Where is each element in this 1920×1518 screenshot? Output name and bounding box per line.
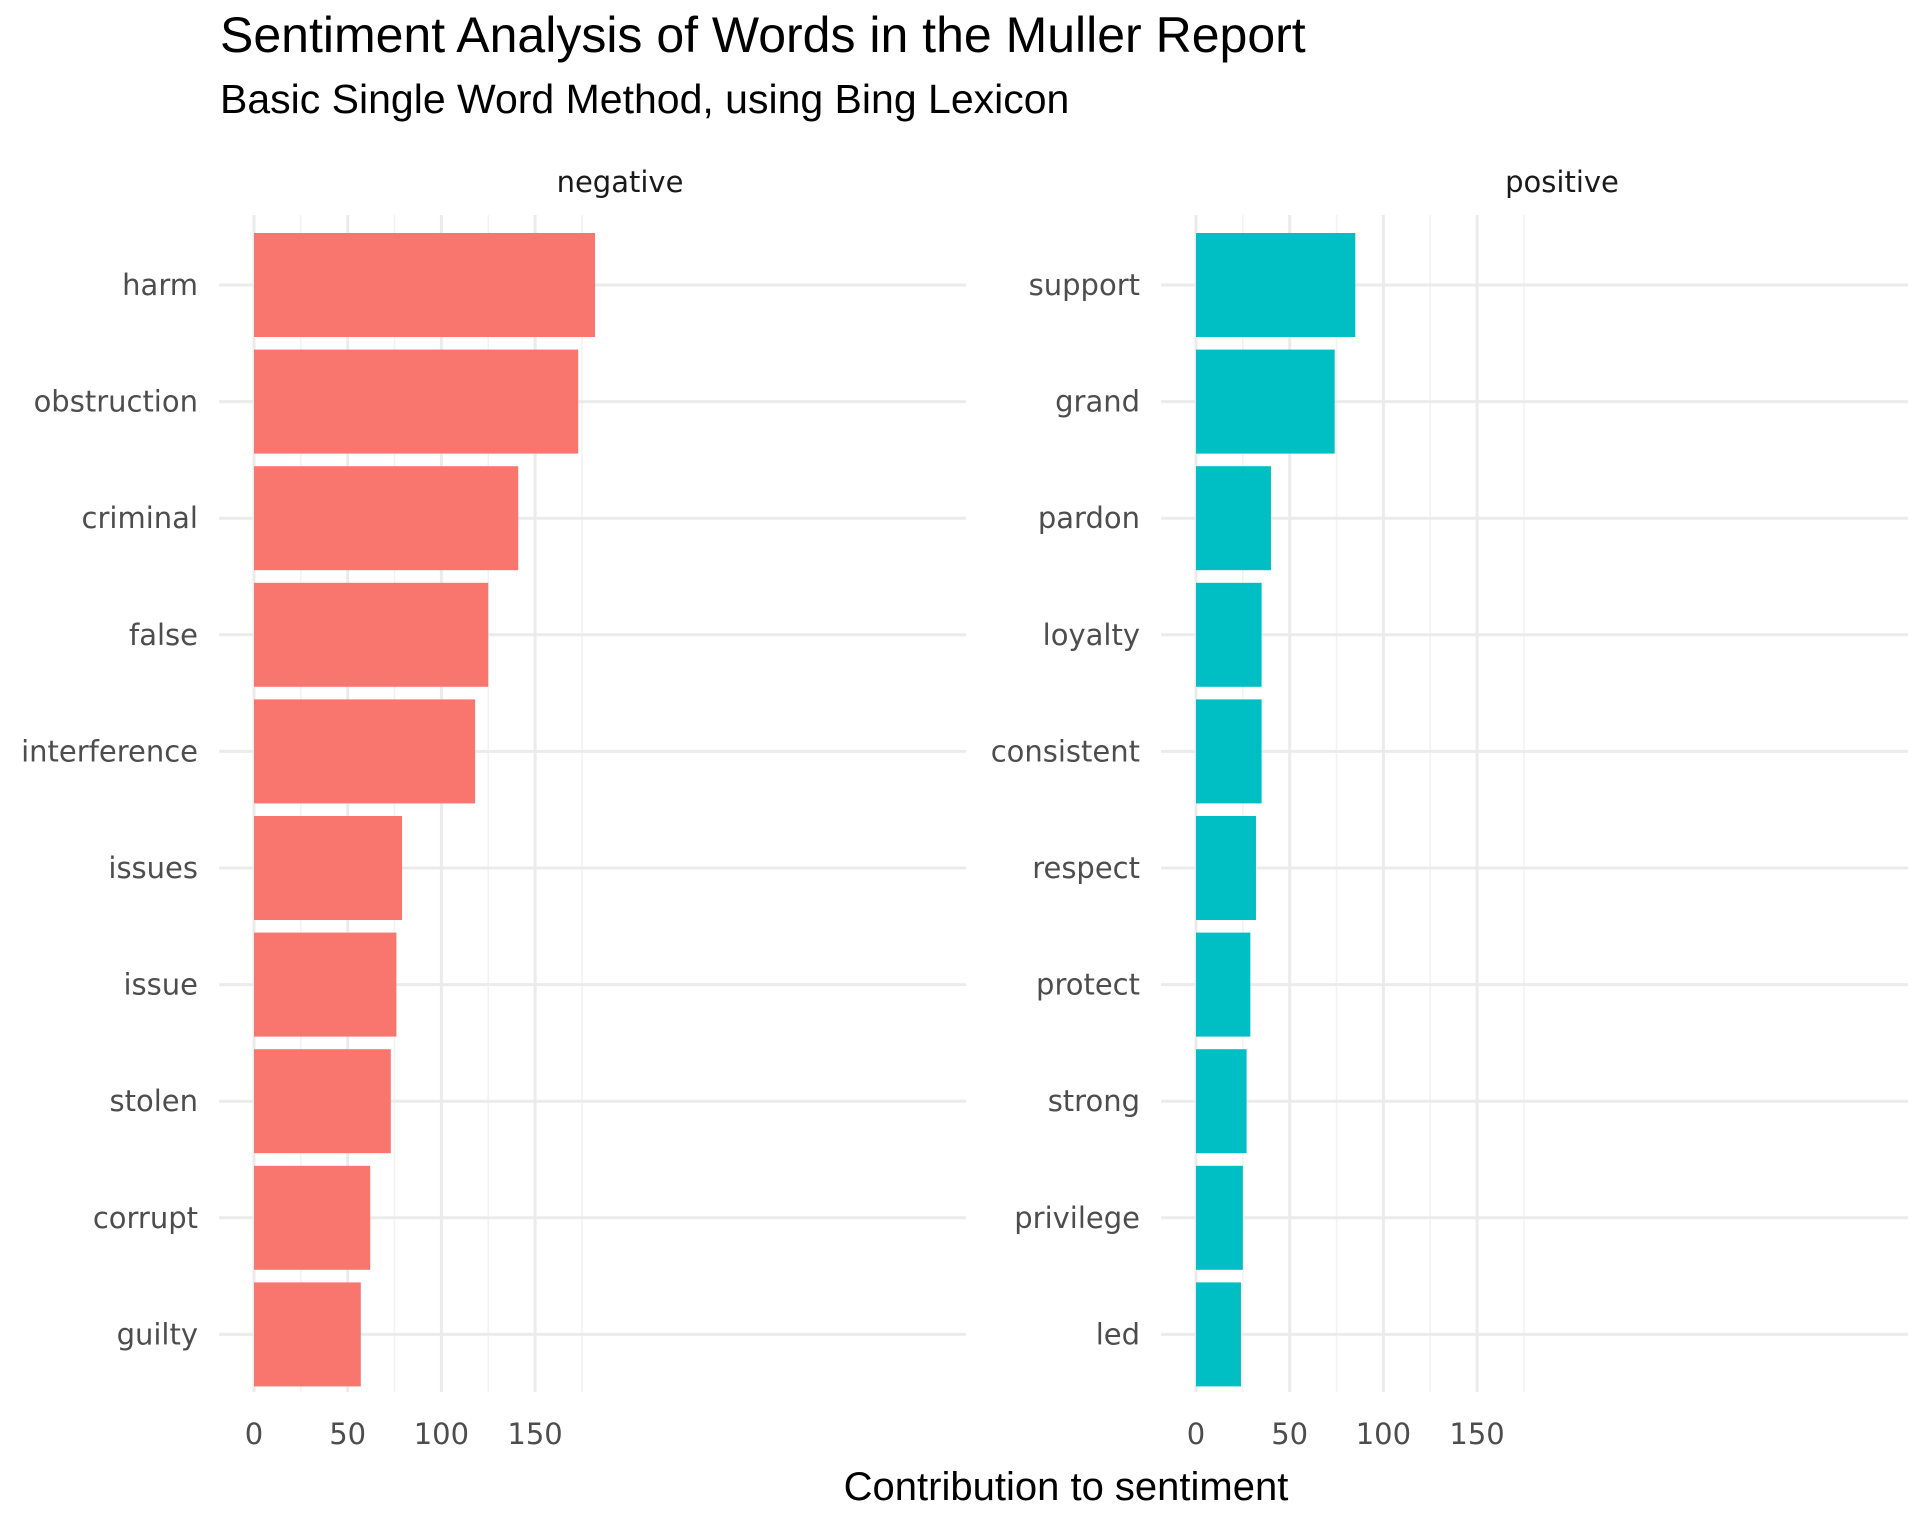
x-tick-label: 0 xyxy=(1187,1417,1205,1451)
bar-obstruction xyxy=(254,350,578,454)
x-tick-label: 50 xyxy=(1271,1417,1308,1451)
bar-issues xyxy=(254,816,402,920)
panel-positive: positive support grand pardon loyalty consist… xyxy=(991,165,1908,1451)
facet-label-negative: negative xyxy=(557,165,684,199)
bar-led xyxy=(1196,1282,1241,1386)
category-label-issue: issue xyxy=(124,968,199,1002)
bar-interference xyxy=(254,699,475,803)
category-label-support: support xyxy=(1029,268,1140,302)
bar-protect xyxy=(1196,933,1250,1037)
category-label-guilty: guilty xyxy=(117,1317,198,1351)
x-tick-label: 0 xyxy=(245,1417,263,1451)
category-label-privilege: privilege xyxy=(1014,1201,1140,1235)
category-label-corrupt: corrupt xyxy=(93,1201,198,1235)
x-tick-label: 100 xyxy=(1356,1417,1411,1451)
facet-label-positive: positive xyxy=(1505,165,1619,199)
category-label-pardon: pardon xyxy=(1038,501,1140,535)
category-label-respect: respect xyxy=(1032,851,1140,885)
bar-false xyxy=(254,583,488,687)
panel-negative: negative harm obstruction criminal false inte… xyxy=(21,165,966,1451)
category-label-loyalty: loyalty xyxy=(1043,618,1140,652)
bar-respect xyxy=(1196,816,1256,920)
x-tick-label: 100 xyxy=(414,1417,469,1451)
category-label-grand: grand xyxy=(1055,385,1140,419)
x-tick-label: 150 xyxy=(507,1417,562,1451)
category-label-issues: issues xyxy=(108,851,198,885)
category-label-interference: interference xyxy=(21,734,198,768)
bar-stolen xyxy=(254,1049,391,1153)
category-label-strong: strong xyxy=(1048,1084,1140,1118)
category-label-obstruction: obstruction xyxy=(34,385,198,419)
bar-privilege xyxy=(1196,1166,1243,1270)
x-tick-label: 150 xyxy=(1449,1417,1504,1451)
bar-harm xyxy=(254,233,595,337)
category-label-stolen: stolen xyxy=(109,1084,198,1118)
category-label-led: led xyxy=(1096,1317,1140,1351)
category-label-false: false xyxy=(129,618,198,652)
bar-pardon xyxy=(1196,466,1271,570)
bar-guilty xyxy=(254,1282,361,1386)
category-label-harm: harm xyxy=(122,268,198,302)
bar-strong xyxy=(1196,1049,1247,1153)
x-tick-label: 50 xyxy=(329,1417,366,1451)
bar-issue xyxy=(254,933,396,1037)
category-label-protect: protect xyxy=(1036,968,1140,1002)
bar-consistent xyxy=(1196,699,1262,803)
bar-corrupt xyxy=(254,1166,370,1270)
x-axis-title: Contribution to sentiment xyxy=(844,1465,1289,1509)
category-label-criminal: criminal xyxy=(82,501,198,535)
bar-loyalty xyxy=(1196,583,1262,687)
bar-support xyxy=(1196,233,1355,337)
bar-grand xyxy=(1196,350,1335,454)
category-label-consistent: consistent xyxy=(991,734,1140,768)
bar-criminal xyxy=(254,466,518,570)
